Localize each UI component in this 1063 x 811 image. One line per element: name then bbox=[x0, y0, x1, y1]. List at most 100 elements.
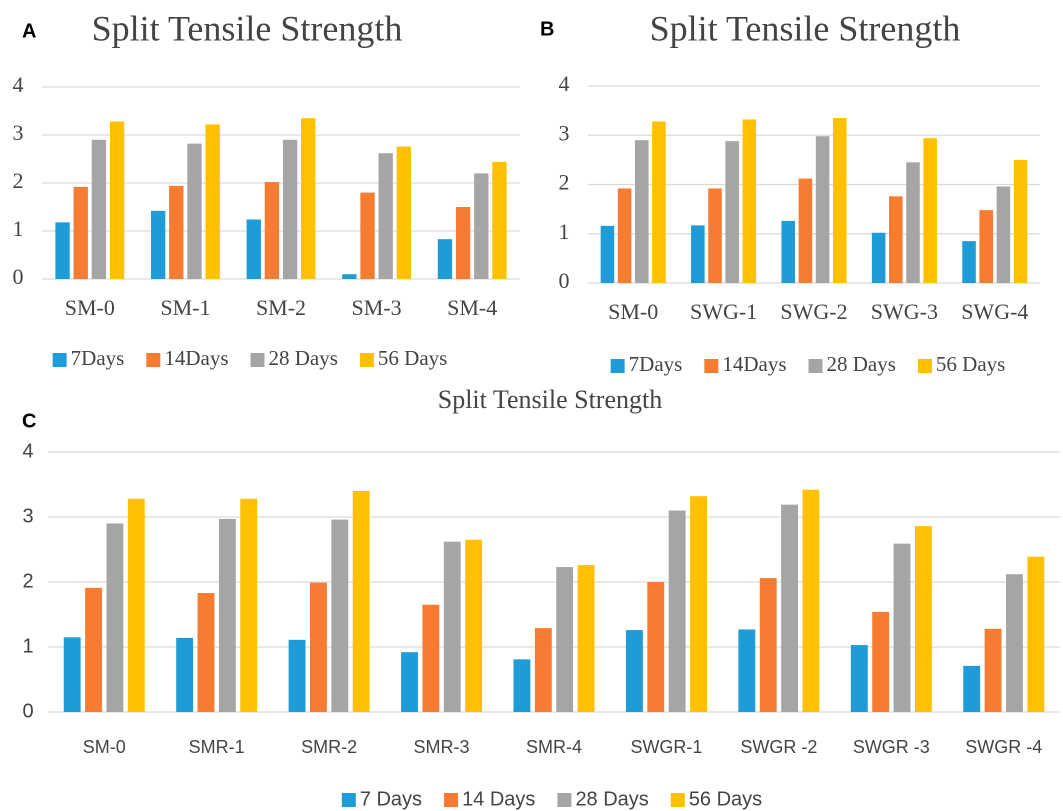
bar bbox=[652, 121, 666, 284]
bar bbox=[176, 637, 194, 712]
bar bbox=[378, 153, 393, 279]
bar bbox=[197, 593, 215, 712]
x-tick-label: SMR-3 bbox=[414, 737, 470, 757]
bar bbox=[802, 489, 820, 712]
bar bbox=[465, 539, 483, 712]
bar bbox=[187, 143, 202, 279]
bar bbox=[218, 518, 236, 712]
panel-label: B bbox=[540, 18, 554, 40]
x-tick-label: SM-4 bbox=[447, 295, 497, 320]
bar bbox=[690, 496, 707, 712]
legend-swatch bbox=[359, 353, 374, 367]
y-tick-label: 0 bbox=[559, 268, 570, 293]
x-tick-label: SWGR -3 bbox=[853, 737, 930, 757]
bar bbox=[872, 611, 890, 712]
y-tick-label: 2 bbox=[22, 570, 33, 592]
x-tick-label: SM-2 bbox=[256, 295, 306, 320]
bar bbox=[914, 526, 932, 712]
y-tick-label: 1 bbox=[559, 219, 570, 244]
y-tick-label: 4 bbox=[13, 72, 24, 97]
bar bbox=[708, 188, 722, 283]
bar bbox=[455, 207, 471, 279]
bar bbox=[979, 210, 993, 283]
y-tick-label: 1 bbox=[22, 635, 33, 657]
y-tick-label: 4 bbox=[22, 440, 33, 462]
chart-title: Split Tensile Strength bbox=[92, 8, 403, 48]
bar bbox=[106, 523, 124, 712]
legend: 7 Days 14 Days 28 Days 56 Days bbox=[341, 788, 762, 810]
legend-label: 7Days bbox=[629, 352, 683, 376]
legend-swatch bbox=[704, 359, 719, 373]
bar bbox=[360, 192, 375, 279]
legend-label: 28 Days bbox=[575, 788, 648, 810]
y-tick-label: 3 bbox=[13, 120, 24, 145]
bar bbox=[1027, 556, 1045, 712]
bar bbox=[635, 140, 649, 283]
x-tick-label: SWG-1 bbox=[690, 299, 757, 324]
bar bbox=[422, 604, 440, 712]
x-tick-label: SM-0 bbox=[83, 737, 126, 757]
legend-label: 14Days bbox=[164, 346, 228, 370]
bar bbox=[617, 188, 632, 283]
bar bbox=[169, 185, 184, 279]
bar bbox=[742, 119, 757, 284]
legend-label: 7 Days bbox=[360, 788, 422, 810]
bar bbox=[577, 565, 595, 712]
bar bbox=[205, 124, 220, 279]
x-tick-label: SM-0 bbox=[608, 299, 658, 324]
bar bbox=[725, 141, 739, 283]
bar bbox=[73, 186, 88, 279]
legend-label: 28 Days bbox=[269, 346, 338, 370]
bar bbox=[1013, 159, 1028, 283]
legend-swatch bbox=[808, 359, 823, 373]
legend-swatch bbox=[52, 353, 67, 367]
bar bbox=[301, 118, 316, 279]
legend-swatch bbox=[670, 793, 685, 807]
bar bbox=[288, 639, 306, 712]
y-tick-label: 3 bbox=[559, 120, 570, 145]
bar bbox=[668, 510, 686, 712]
bar bbox=[534, 628, 552, 712]
bar bbox=[556, 567, 574, 712]
bar bbox=[63, 637, 81, 712]
bar bbox=[738, 629, 756, 712]
y-tick-label: 1 bbox=[13, 216, 24, 241]
bar bbox=[600, 225, 615, 283]
bar bbox=[923, 138, 937, 283]
bar bbox=[996, 186, 1011, 283]
x-tick-label: SWG-2 bbox=[780, 299, 847, 324]
bar bbox=[984, 628, 1002, 712]
legend-swatch bbox=[341, 793, 356, 807]
bar bbox=[150, 210, 166, 279]
bar bbox=[832, 118, 847, 283]
bar bbox=[240, 498, 258, 712]
chart-title: Split Tensile Strength bbox=[650, 8, 961, 48]
bar bbox=[962, 241, 976, 283]
x-tick-label: SMR-2 bbox=[301, 737, 357, 757]
legend-swatch bbox=[557, 793, 572, 807]
bar bbox=[492, 161, 507, 279]
panel-label: C bbox=[22, 410, 36, 432]
legend-swatch bbox=[250, 353, 265, 367]
bar bbox=[352, 491, 370, 712]
y-tick-label: 0 bbox=[22, 700, 33, 722]
bar bbox=[443, 541, 461, 712]
bar bbox=[331, 519, 349, 712]
bar bbox=[401, 652, 418, 712]
bar bbox=[798, 178, 813, 283]
bar bbox=[437, 239, 453, 279]
bar bbox=[889, 196, 903, 283]
bar bbox=[474, 173, 489, 279]
y-tick-label: 3 bbox=[22, 505, 33, 527]
bar bbox=[55, 222, 70, 279]
bar bbox=[647, 582, 665, 712]
x-tick-label: SMR-4 bbox=[526, 737, 582, 757]
bar bbox=[127, 498, 145, 712]
bar bbox=[309, 582, 327, 712]
legend-label: 14Days bbox=[722, 352, 786, 376]
x-tick-label: SWG-4 bbox=[961, 299, 1028, 324]
bar bbox=[1006, 574, 1023, 712]
legend-swatch bbox=[444, 793, 459, 807]
bar bbox=[282, 139, 298, 279]
bar bbox=[91, 139, 107, 279]
